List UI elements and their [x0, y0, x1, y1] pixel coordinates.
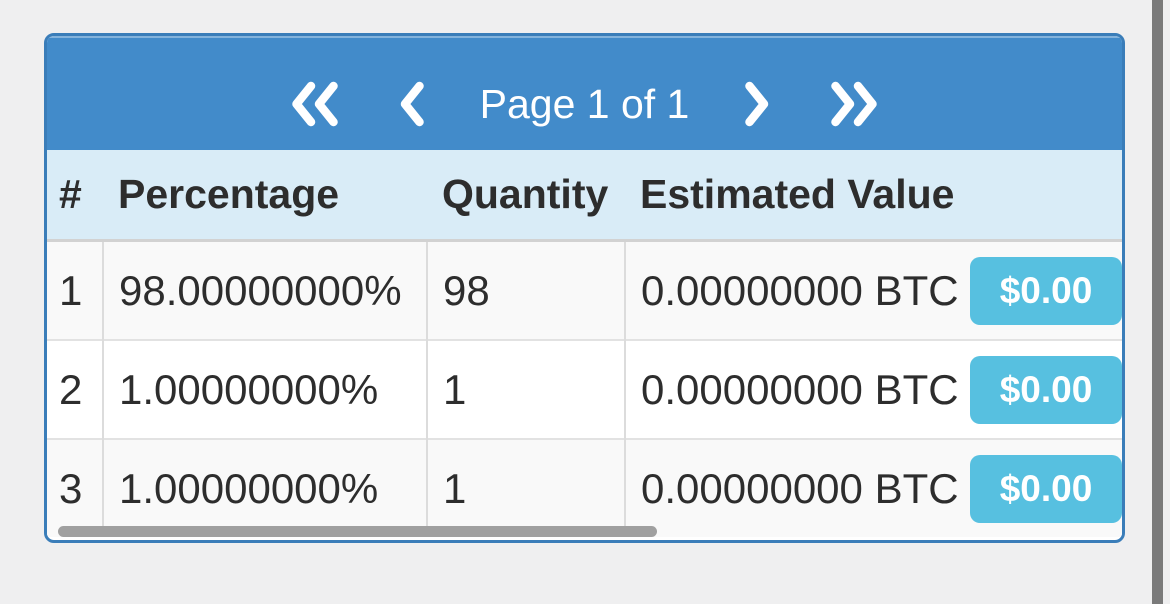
- previous-page-button[interactable]: [398, 81, 426, 127]
- distribution-table-panel: Page 1 of 1 # Percentage Quantity Es: [44, 33, 1125, 543]
- column-header-number: #: [47, 150, 103, 242]
- chevron-left-icon: [400, 81, 424, 127]
- btc-amount: 0.00000000 BTC: [641, 266, 959, 314]
- table-header-row: # Percentage Quantity Estimated Value: [47, 150, 1122, 242]
- row-number-cell: 3: [47, 438, 103, 537]
- column-header-quantity: Quantity: [427, 150, 625, 242]
- vertical-scrollbar-thumb[interactable]: [1152, 0, 1163, 604]
- page-status: Page 1 of 1: [479, 80, 690, 127]
- table-row: 2 1.00000000% 1 0.00000000 BTC $0.00: [47, 339, 1122, 439]
- next-page-button[interactable]: [743, 81, 771, 127]
- fiat-value-badge[interactable]: $0.00: [970, 355, 1122, 424]
- fiat-value-badge[interactable]: $0.00: [970, 454, 1122, 523]
- quantity-cell: 1: [426, 339, 625, 439]
- chevron-double-left-icon: [291, 81, 338, 127]
- column-header-estimated-value: Estimated Value: [625, 150, 1122, 242]
- chevron-right-icon: [745, 81, 769, 127]
- percentage-cell: 1.00000000%: [102, 438, 427, 537]
- estimated-value-cell: 0.00000000 BTC $0.00: [624, 438, 1122, 537]
- chevron-double-right-icon: [831, 81, 878, 127]
- estimated-value-cell: 0.00000000 BTC $0.00: [624, 339, 1122, 439]
- quantity-cell: 1: [426, 438, 625, 537]
- percentage-cell: 98.00000000%: [102, 240, 427, 340]
- btc-amount: 0.00000000 BTC: [641, 464, 959, 512]
- last-page-button[interactable]: [825, 81, 883, 127]
- row-number-cell: 2: [47, 339, 103, 439]
- estimated-value-cell: 0.00000000 BTC $0.00: [624, 240, 1122, 340]
- column-header-percentage: Percentage: [103, 150, 427, 242]
- table-row: 3 1.00000000% 1 0.00000000 BTC $0.00: [47, 438, 1122, 537]
- quantity-cell: 98: [426, 240, 625, 340]
- first-page-button[interactable]: [286, 81, 344, 127]
- row-number-cell: 1: [47, 240, 103, 340]
- pagination-bar: Page 1 of 1: [47, 36, 1122, 150]
- table-row: 1 98.00000000% 98 0.00000000 BTC $0.00: [47, 240, 1122, 340]
- fiat-value-badge[interactable]: $0.00: [970, 256, 1122, 325]
- horizontal-scrollbar-thumb[interactable]: [58, 526, 657, 537]
- percentage-cell: 1.00000000%: [102, 339, 427, 439]
- holdings-table: # Percentage Quantity Estimated Value 1 …: [47, 150, 1122, 537]
- btc-amount: 0.00000000 BTC: [641, 365, 959, 413]
